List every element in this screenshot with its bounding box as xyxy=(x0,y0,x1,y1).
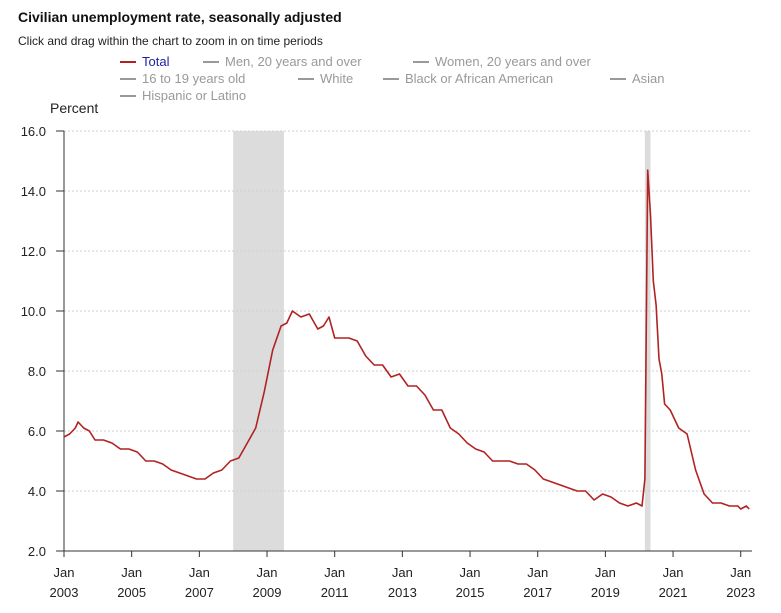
legend-label: White xyxy=(320,71,353,86)
y-tick-label: 6.0 xyxy=(28,424,46,439)
legend-label: Total xyxy=(142,54,170,69)
x-tick-label-month: Jan xyxy=(730,565,751,580)
legend-item[interactable]: Men, 20 years and over xyxy=(203,54,362,69)
legend-item[interactable]: Asian xyxy=(610,71,665,86)
y-tick-label: 12.0 xyxy=(21,244,46,259)
y-tick-label: 14.0 xyxy=(21,184,46,199)
y-tick-label: 2.0 xyxy=(28,544,46,559)
legend: Total Men, 20 years and over Women, 20 yea… xyxy=(120,54,665,103)
x-tick-label-month: Jan xyxy=(54,565,75,580)
legend-item[interactable]: White xyxy=(298,71,353,86)
chart-title: Civilian unemployment rate, seasonally a… xyxy=(18,9,342,25)
x-tick-label-year: 2021 xyxy=(659,585,688,600)
x-tick-label-month: Jan xyxy=(663,565,684,580)
x-tick-label-month: Jan xyxy=(189,565,210,580)
chart-subtitle: Click and drag within the chart to zoom … xyxy=(18,34,323,48)
x-tick-label-month: Jan xyxy=(392,565,413,580)
y-tick-label: 8.0 xyxy=(28,364,46,379)
legend-label: Hispanic or Latino xyxy=(142,88,246,103)
plot-area[interactable]: 2.0 4.0 6.0 8.0 10.0 12.0 14.0 16.0 Jan 2003 Jan 20… xyxy=(21,124,755,600)
x-tick-label-year: 2009 xyxy=(253,585,282,600)
y-tick-label: 16.0 xyxy=(21,124,46,139)
x-tick-label-year: 2011 xyxy=(321,585,349,600)
legend-label: Asian xyxy=(632,71,665,86)
x-tick-label-year: 2003 xyxy=(50,585,79,600)
x-tick-label-month: Jan xyxy=(257,565,278,580)
y-axis-label: Percent xyxy=(50,100,98,116)
x-tick-label-year: 2005 xyxy=(117,585,146,600)
x-tick-label-year: 2019 xyxy=(591,585,620,600)
x-tick-label-year: 2023 xyxy=(726,585,755,600)
recession-band xyxy=(644,131,651,551)
x-tick-label-year: 2017 xyxy=(523,585,552,600)
y-tick-label: 10.0 xyxy=(21,304,46,319)
y-tick-label: 4.0 xyxy=(28,484,46,499)
x-tick-label-month: Jan xyxy=(527,565,548,580)
x-tick-label-year: 2013 xyxy=(388,585,417,600)
legend-label: 16 to 19 years old xyxy=(142,71,245,86)
x-tick-label-month: Jan xyxy=(460,565,481,580)
x-tick-label-year: 2015 xyxy=(456,585,485,600)
x-tick-label-month: Jan xyxy=(121,565,142,580)
x-tick-label-month: Jan xyxy=(324,565,345,580)
legend-label: Women, 20 years and over xyxy=(435,54,592,69)
series-line-total[interactable] xyxy=(63,169,750,510)
legend-item[interactable]: 16 to 19 years old xyxy=(120,71,245,86)
legend-item[interactable]: Total xyxy=(120,54,170,69)
x-tick-label-month: Jan xyxy=(595,565,616,580)
legend-item[interactable]: Women, 20 years and over xyxy=(413,54,592,69)
legend-item[interactable]: Black or African American xyxy=(383,71,553,86)
legend-label: Men, 20 years and over xyxy=(225,54,362,69)
x-tick-label-year: 2007 xyxy=(185,585,214,600)
legend-item[interactable]: Hispanic or Latino xyxy=(120,88,246,103)
legend-label: Black or African American xyxy=(405,71,553,86)
